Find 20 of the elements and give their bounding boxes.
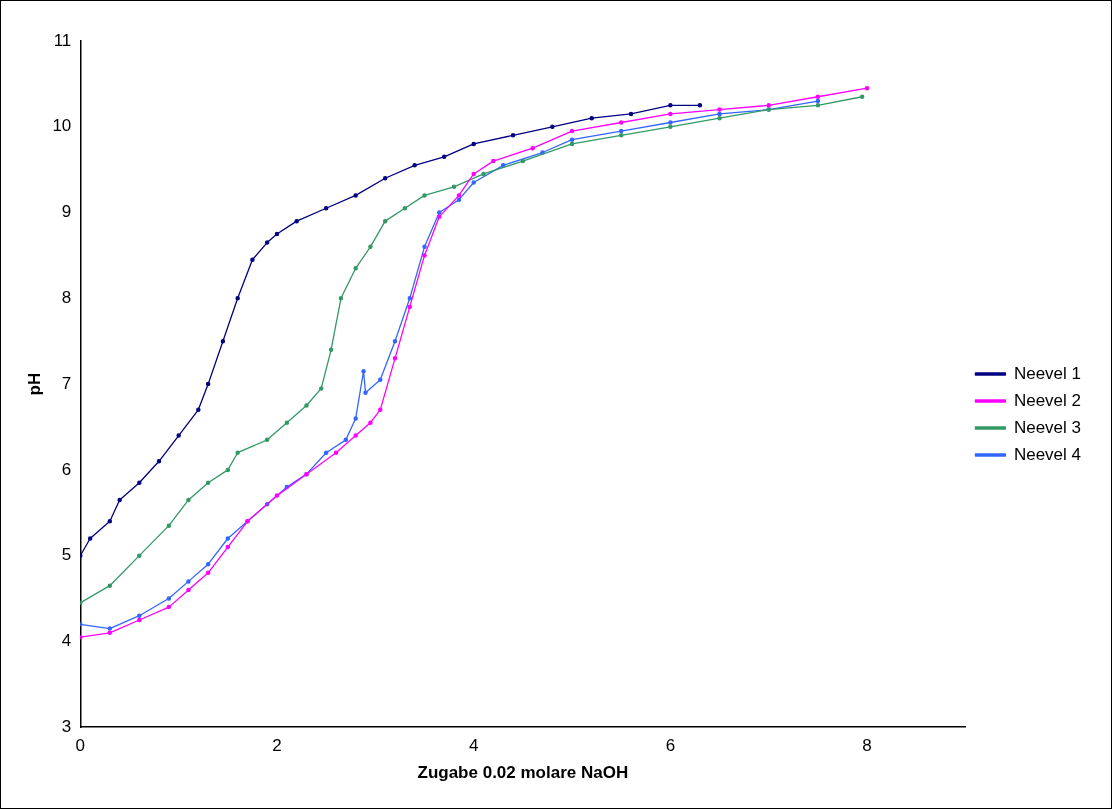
x-tick-label: 0 [75, 736, 86, 756]
y-tick-label: 8 [61, 288, 72, 308]
y-tick-label: 9 [61, 202, 72, 222]
y-tick-label: 10 [52, 116, 72, 136]
x-tick-label: 8 [862, 736, 872, 756]
legend-label: Neevel 3 [1013, 417, 1082, 437]
y-axis-title: pH [24, 372, 44, 396]
y-tick-label: 5 [61, 545, 72, 565]
x-tick-label: 4 [468, 736, 479, 756]
y-tick-label: 6 [61, 459, 72, 479]
legend-label: Neevel 4 [1013, 444, 1082, 464]
y-tick-label: 4 [61, 631, 72, 651]
y-tick-label: 7 [61, 373, 72, 393]
x-axis-title: Zugabe 0.02 molare NaOH [417, 763, 629, 783]
legend-label: Neevel 1 [1013, 363, 1082, 383]
y-tick-label: 11 [53, 30, 72, 50]
y-tick-label: 3 [61, 716, 72, 736]
x-tick-label: 6 [665, 736, 676, 756]
x-tick-label: 2 [272, 736, 282, 756]
legend-label: Neevel 2 [1013, 390, 1082, 410]
